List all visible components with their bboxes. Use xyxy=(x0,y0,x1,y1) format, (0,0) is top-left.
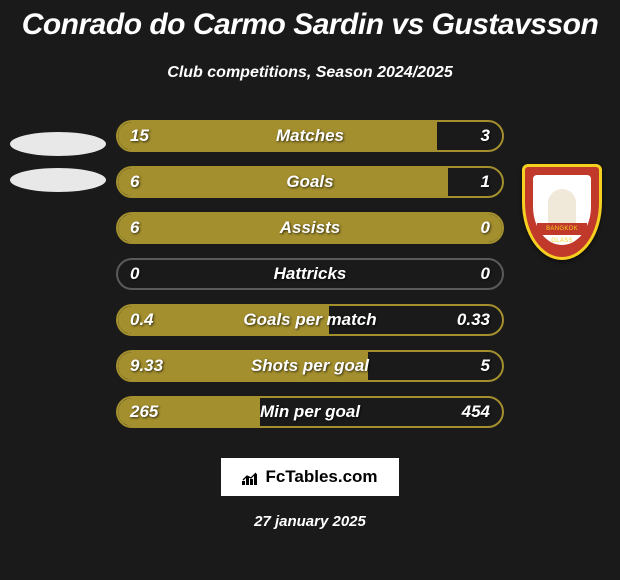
stat-row: 6Goals1 xyxy=(116,166,504,198)
stat-row: 6Assists0 xyxy=(116,212,504,244)
stat-value-right: 0.33 xyxy=(445,306,502,334)
fctables-logo-icon xyxy=(242,471,260,485)
club-crest: BANGKOK GLASS xyxy=(516,164,608,274)
crest-shield: BANGKOK GLASS xyxy=(522,164,602,260)
stat-label: Min per goal xyxy=(118,398,502,426)
stat-row: 265Min per goal454 xyxy=(116,396,504,428)
subtitle: Club competitions, Season 2024/2025 xyxy=(0,42,620,82)
stat-label: Assists xyxy=(118,214,502,242)
stats-bars: 15Matches36Goals16Assists00Hattricks00.4… xyxy=(116,120,504,442)
stat-value-right: 454 xyxy=(450,398,502,426)
stat-label: Hattricks xyxy=(118,260,502,288)
stat-row: 9.33Shots per goal5 xyxy=(116,350,504,382)
footer: FcTables.com xyxy=(0,458,620,496)
stat-value-right: 0 xyxy=(469,260,502,288)
crest-inner: BANGKOK GLASS xyxy=(533,175,591,245)
stat-value-right: 1 xyxy=(469,168,502,196)
stat-row: 0.4Goals per match0.33 xyxy=(116,304,504,336)
brand-text: FcTables.com xyxy=(265,467,377,486)
stat-value-right: 3 xyxy=(469,122,502,150)
stat-row: 0Hattricks0 xyxy=(116,258,504,290)
placeholder-ellipse xyxy=(10,132,106,156)
stat-label: Shots per goal xyxy=(118,352,502,380)
crest-text: BANGKOK GLASS xyxy=(537,223,587,235)
stat-value-right: 0 xyxy=(469,214,502,242)
player-right-badge: BANGKOK GLASS xyxy=(512,164,612,284)
player-left-badge xyxy=(8,120,108,240)
brand-badge: FcTables.com xyxy=(221,458,398,496)
stat-label: Matches xyxy=(118,122,502,150)
stat-value-right: 5 xyxy=(469,352,502,380)
placeholder-ellipse xyxy=(10,168,106,192)
page-title: Conrado do Carmo Sardin vs Gustavsson xyxy=(0,0,620,42)
stat-row: 15Matches3 xyxy=(116,120,504,152)
date-text: 27 january 2025 xyxy=(0,513,620,530)
stat-label: Goals xyxy=(118,168,502,196)
